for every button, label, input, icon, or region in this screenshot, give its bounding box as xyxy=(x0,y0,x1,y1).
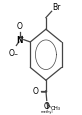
Text: O: O xyxy=(44,101,50,110)
Text: CH₃: CH₃ xyxy=(50,105,61,110)
Text: N: N xyxy=(16,35,23,44)
Text: methyl: methyl xyxy=(41,109,53,113)
Text: +: + xyxy=(20,35,24,40)
Text: −: − xyxy=(13,52,18,56)
Text: O: O xyxy=(32,86,38,95)
Text: Br: Br xyxy=(52,3,60,12)
Text: O: O xyxy=(17,22,23,31)
Text: O: O xyxy=(9,49,15,58)
